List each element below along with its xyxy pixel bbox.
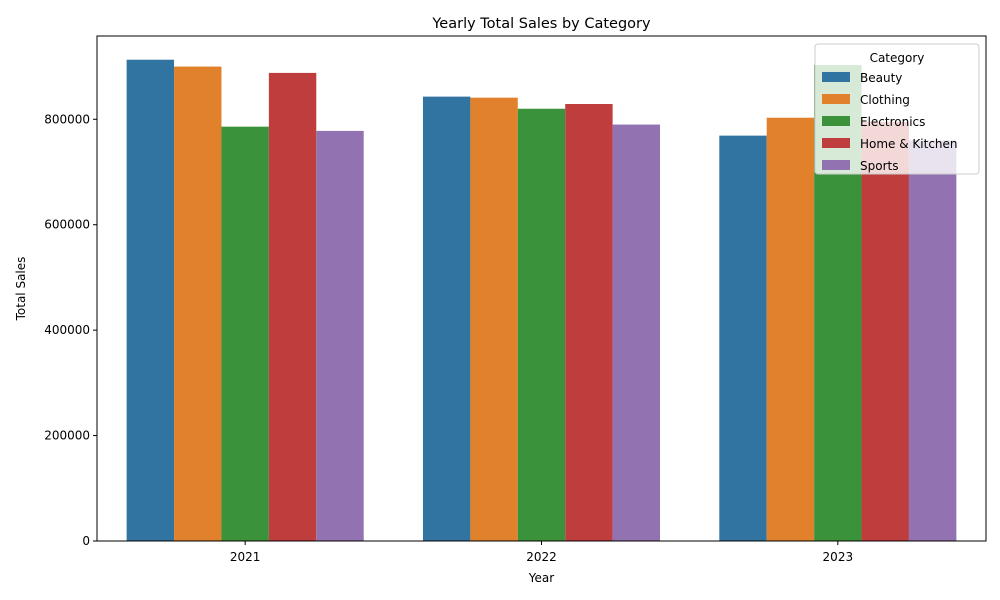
y-tick-label: 600000	[44, 218, 90, 232]
x-axis-label: Year	[528, 571, 554, 585]
legend-swatch	[822, 160, 850, 170]
legend-swatch	[822, 138, 850, 148]
x-ticks: 2021 2022 2023	[230, 541, 853, 564]
bar-beauty-2023	[719, 135, 767, 541]
bar-beauty-2021	[126, 59, 175, 541]
bar-sports-2021	[316, 130, 364, 541]
bar-beauty-2022	[422, 96, 471, 542]
bar-home-kitchen-2022	[565, 104, 613, 541]
y-tick-label: 400000	[44, 323, 90, 337]
bar-clothing-2023	[766, 117, 815, 542]
x-tick-label: 2023	[823, 550, 854, 564]
legend-swatch	[822, 116, 850, 126]
y-axis-label: Total Sales	[14, 257, 28, 322]
chart-title: Yearly Total Sales by Category	[431, 16, 651, 32]
bar-sports-2022	[612, 124, 661, 541]
bar-clothing-2021	[174, 66, 222, 541]
legend-box	[814, 43, 980, 175]
y-tick-label: 800000	[44, 112, 90, 126]
y-tick-label: 200000	[44, 429, 90, 443]
legend-swatch	[822, 94, 850, 104]
legend-title: Category	[870, 51, 925, 65]
legend-swatch	[822, 72, 850, 82]
bars-layer	[126, 59, 957, 542]
legend-label: Sports	[860, 159, 898, 173]
bar-clothing-2022	[470, 97, 518, 542]
legend-label: Electronics	[860, 115, 925, 129]
legend-label: Clothing	[860, 93, 910, 107]
bar-electronics-2021	[221, 126, 269, 542]
legend: Category Beauty Clothing Electronics Home &…	[814, 43, 980, 175]
y-ticks: 0 200000 400000 600000 800000	[44, 112, 97, 548]
bar-home-kitchen-2021	[268, 72, 317, 542]
bar-electronics-2022	[517, 108, 566, 541]
y-tick-label: 0	[82, 534, 90, 548]
bar-home-kitchen-2023	[861, 121, 909, 542]
bar-sports-2023	[908, 140, 957, 541]
legend-label: Beauty	[860, 71, 902, 85]
x-tick-label: 2021	[230, 550, 261, 564]
x-tick-label: 2022	[526, 550, 557, 564]
legend-label: Home & Kitchen	[860, 137, 958, 151]
